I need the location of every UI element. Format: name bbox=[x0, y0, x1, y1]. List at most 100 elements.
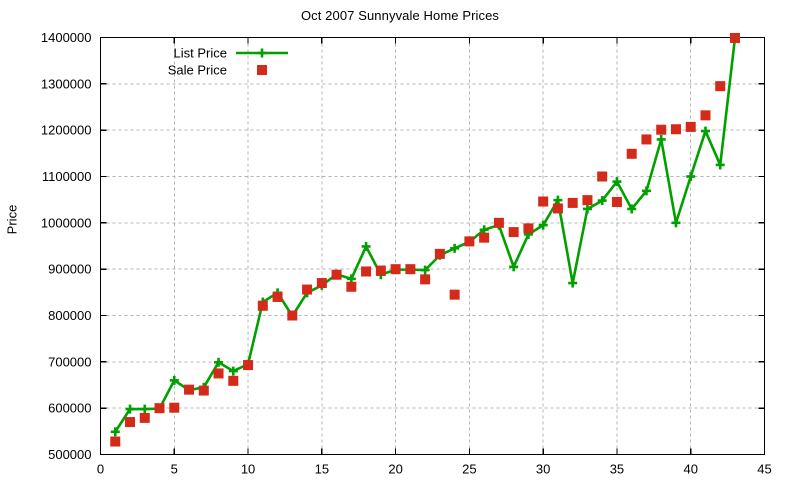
series-sale-price bbox=[110, 32, 740, 447]
sale-price-point bbox=[154, 403, 165, 414]
y-tick-labels: 500000 600000 700000 800000 900000 1000000 110… bbox=[41, 30, 92, 462]
sale-price-point bbox=[420, 274, 431, 285]
list-price-point bbox=[538, 220, 548, 230]
list-price-point bbox=[553, 195, 563, 205]
sale-price-point bbox=[331, 269, 342, 280]
list-price-point bbox=[715, 160, 725, 170]
sale-price-point bbox=[169, 402, 180, 413]
sale-price-point bbox=[582, 195, 593, 206]
list-price-point bbox=[641, 186, 651, 196]
x-tick-label: 20 bbox=[388, 462, 402, 477]
legend-label: Sale Price bbox=[168, 63, 227, 78]
sale-price-point bbox=[597, 171, 608, 182]
y-tick-label: 1100000 bbox=[42, 169, 92, 184]
sale-price-point bbox=[139, 412, 150, 423]
x-tick-label: 30 bbox=[536, 462, 550, 477]
list-price-point bbox=[169, 375, 179, 385]
y-tick-label: 1400000 bbox=[41, 30, 92, 45]
sale-price-point bbox=[567, 197, 578, 208]
sale-price-point bbox=[405, 264, 416, 275]
x-tick-label: 25 bbox=[462, 462, 476, 477]
sale-price-point bbox=[390, 264, 401, 275]
x-gridlines bbox=[173, 37, 692, 455]
x-tick-label: 15 bbox=[315, 462, 329, 477]
x-tick-label: 45 bbox=[757, 462, 771, 477]
plot-border bbox=[99, 36, 766, 456]
sale-price-point bbox=[611, 196, 622, 207]
list-price-point bbox=[582, 204, 592, 214]
sale-price-point bbox=[434, 248, 445, 259]
list-price-point bbox=[228, 366, 238, 376]
list-price-point bbox=[509, 262, 519, 272]
sale-price-point bbox=[184, 384, 195, 395]
sale-price-point bbox=[302, 284, 313, 295]
sale-price-point bbox=[493, 217, 504, 228]
y-tick-label: 600000 bbox=[48, 401, 91, 416]
list-price-point bbox=[568, 278, 578, 288]
sale-price-point bbox=[272, 291, 283, 302]
sale-price-point bbox=[552, 203, 563, 214]
legend-cross-icon bbox=[257, 48, 267, 58]
list-price-point bbox=[686, 172, 696, 181]
sale-price-point bbox=[641, 134, 652, 145]
y-tick-label: 1200000 bbox=[41, 123, 92, 138]
list-price-point bbox=[597, 196, 607, 206]
y-tick-label: 700000 bbox=[48, 354, 91, 369]
y-tick-label: 1300000 bbox=[41, 76, 92, 91]
sale-price-point bbox=[700, 110, 711, 121]
sale-price-point bbox=[508, 227, 519, 238]
sale-price-point bbox=[685, 121, 696, 132]
x-tick-label: 40 bbox=[683, 462, 697, 477]
x-tick-labels: 0 5 10 15 20 25 30 35 40 45 bbox=[97, 462, 772, 477]
sale-price-point bbox=[198, 385, 209, 396]
legend-label: List Price bbox=[174, 46, 227, 61]
list-price-point bbox=[361, 241, 371, 251]
list-price-point bbox=[140, 404, 150, 414]
sale-price-point bbox=[715, 81, 726, 92]
x-tick-label: 10 bbox=[241, 462, 255, 477]
chart-title: Oct 2007 Sunnyvale Home Prices bbox=[300, 8, 500, 23]
legend-square-icon bbox=[257, 65, 267, 75]
sale-price-point bbox=[656, 124, 667, 135]
sale-price-point bbox=[729, 32, 740, 43]
sale-price-point bbox=[110, 436, 121, 447]
sale-price-point bbox=[523, 223, 534, 234]
y-tick-label: 800000 bbox=[48, 308, 91, 323]
sale-price-point bbox=[464, 236, 475, 247]
sale-price-point bbox=[125, 417, 136, 428]
chart-legend: List Price Sale Price bbox=[168, 46, 288, 78]
x-tick-label: 0 bbox=[97, 462, 104, 477]
list-price-point bbox=[700, 126, 710, 136]
x-tick-label: 5 bbox=[171, 462, 178, 477]
sale-price-point bbox=[287, 310, 298, 321]
sale-price-point bbox=[316, 278, 327, 289]
x-tick-label: 35 bbox=[610, 462, 624, 477]
list-price-point bbox=[214, 357, 224, 367]
sale-price-point bbox=[361, 266, 372, 277]
list-price-point bbox=[110, 427, 120, 437]
y-tick-label: 1000000 bbox=[41, 215, 92, 230]
y-tick-label: 500000 bbox=[48, 447, 91, 462]
sale-price-point bbox=[228, 375, 239, 386]
list-price-point bbox=[656, 134, 666, 144]
sale-price-point bbox=[257, 300, 268, 311]
sale-price-point bbox=[670, 124, 681, 135]
y-tick-label: 900000 bbox=[48, 262, 91, 277]
list-price-point bbox=[420, 265, 430, 275]
sale-price-point bbox=[538, 196, 549, 207]
sale-price-point bbox=[213, 368, 224, 379]
sale-price-point bbox=[479, 232, 490, 243]
sale-price-point bbox=[375, 265, 386, 276]
y-gridlines bbox=[100, 83, 765, 409]
sale-price-point bbox=[346, 281, 357, 292]
list-price-point bbox=[612, 177, 622, 187]
sale-price-point bbox=[626, 148, 637, 159]
series-list-price bbox=[110, 33, 740, 437]
list-price-point bbox=[671, 218, 681, 228]
list-price-point bbox=[450, 243, 460, 253]
list-price-point bbox=[627, 204, 637, 214]
list-price-line bbox=[114, 37, 737, 433]
list-price-point bbox=[125, 404, 135, 414]
